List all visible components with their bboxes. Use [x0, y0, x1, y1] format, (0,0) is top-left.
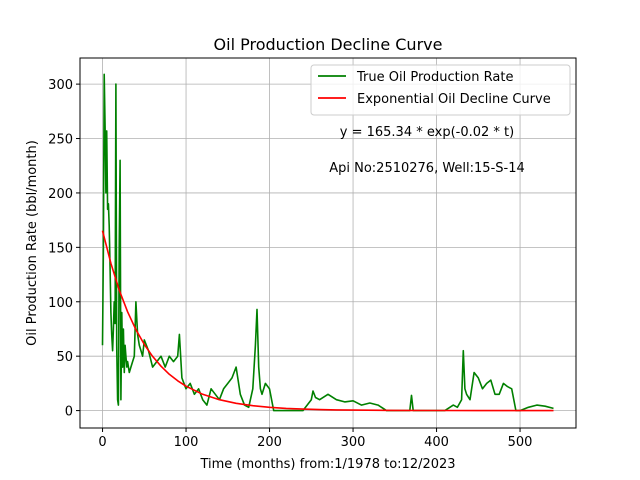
x-tick-label: 300 [341, 435, 366, 450]
y-tick-label: 0 [65, 405, 73, 420]
x-tick-label: 200 [257, 435, 282, 450]
legend-label-decline-curve: Exponential Oil Decline Curve [357, 92, 551, 107]
legend-box [310, 64, 571, 116]
plot-area-border [79, 57, 577, 429]
y-axis-ticks: 0 50 100 150 200 250 300 [48, 78, 80, 420]
y-tick-label: 250 [48, 133, 73, 148]
well-info-annotation: Api No:2510276, Well:15-S-14 [329, 161, 525, 176]
x-tick-label: 400 [424, 435, 449, 450]
x-tick-label: 500 [508, 435, 533, 450]
x-axis-ticks: 0 100 200 300 400 500 [98, 428, 532, 450]
chart-title: Oil Production Decline Curve [214, 35, 443, 54]
exponential-decline-curve-line [101, 230, 554, 412]
y-tick-label: 300 [48, 78, 73, 93]
y-axis-label: Oil Production Rate (bbl/month) [25, 140, 40, 346]
grid-lines [80, 58, 576, 428]
x-axis-label: Time (months) from:1/1978 to:12/2023 [199, 457, 455, 472]
legend-label-true-rate: True Oil Production Rate [356, 70, 513, 85]
y-tick-label: 150 [48, 241, 73, 256]
y-tick-label: 200 [48, 187, 73, 202]
x-tick-label: 100 [174, 435, 199, 450]
equation-annotation: y = 165.34 * exp(-0.02 * t) [340, 125, 514, 140]
true-oil-production-rate-line [101, 73, 554, 412]
y-tick-label: 50 [56, 350, 73, 365]
legend: True Oil Production Rate Exponential Oil… [310, 64, 571, 116]
series-layer [101, 73, 554, 412]
x-tick-label: 0 [98, 435, 106, 450]
y-tick-label: 100 [48, 296, 73, 311]
